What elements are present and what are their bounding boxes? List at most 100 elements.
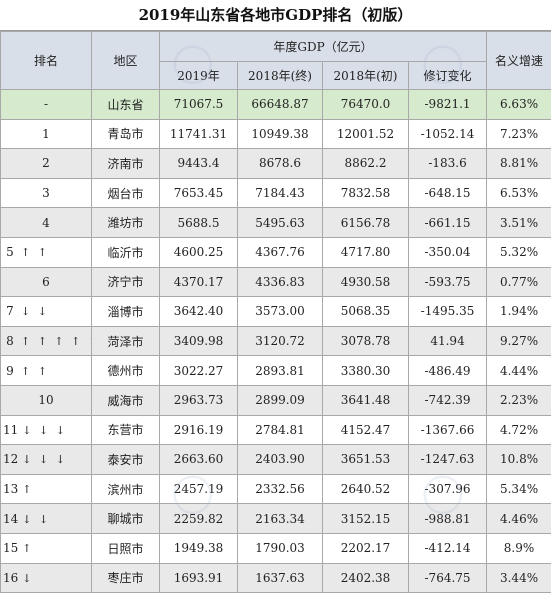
cell-revision: -1495.35 bbox=[407, 296, 488, 327]
cell-y2019: 4370.17 bbox=[159, 266, 238, 298]
province-total-row: - 山东省 71067.5 66648.87 76470.0 -9821.1 6.63% bbox=[0, 89, 551, 120]
cell-revision: -764.75 bbox=[407, 562, 488, 593]
cell-growth: 6.53% bbox=[486, 177, 551, 209]
rank-number: 7 bbox=[6, 304, 14, 319]
table-row: 15 ↑ 日照市 1949.38 1790.03 2202.17 -412.14 8.9% bbox=[0, 532, 551, 564]
cell-growth: 3.51% bbox=[486, 207, 551, 238]
cell-growth: 6.63% bbox=[486, 89, 551, 120]
cell-region: 烟台市 bbox=[91, 177, 160, 209]
table-row: 11 ↓ ↓ ↓ 东营市 2916.19 2784.81 4152.47 -1367.66 4… bbox=[0, 414, 551, 446]
cell-y2018-final: 8678.6 bbox=[237, 148, 323, 179]
table-row: 14 ↓ ↓ 聊城市 2259.82 2163.34 3152.15 -988.81 4.46… bbox=[0, 503, 551, 534]
cell-revision: -1367.66 bbox=[407, 414, 488, 446]
rank-number: 5 bbox=[6, 245, 14, 260]
cell-rank: 10 bbox=[0, 384, 92, 416]
cell-growth: 9.27% bbox=[486, 325, 551, 357]
cell-growth: 8.81% bbox=[486, 148, 551, 179]
header-2018-initial: 2018年(初) bbox=[322, 61, 409, 90]
cell-y2018-final: 2784.81 bbox=[237, 414, 323, 446]
rank-number: 16 bbox=[3, 570, 19, 585]
table-row: 16 ↓ 枣庄市 1693.91 1637.63 2402.38 -764.75 3.44% bbox=[0, 562, 551, 593]
cell-y2019: 11741.31 bbox=[159, 118, 238, 150]
cell-growth: 8.9% bbox=[486, 532, 551, 564]
cell-rank: 16 ↓ bbox=[0, 562, 92, 593]
cell-revision: -183.6 bbox=[407, 148, 488, 179]
cell-rank: 14 ↓ ↓ bbox=[0, 503, 92, 534]
cell-region: 青岛市 bbox=[91, 118, 160, 150]
cell-y2018-final: 4336.83 bbox=[237, 266, 323, 298]
cell-y2018-initial: 3078.78 bbox=[322, 325, 409, 357]
cell-y2018-initial: 6156.78 bbox=[322, 207, 409, 238]
table-row: 8 ↑ ↑ ↑ ↑ ↑ 菏泽市 3409.98 3120.72 3078.78 41.94 9… bbox=[0, 325, 551, 357]
cell-y2018-final: 66648.87 bbox=[237, 89, 323, 120]
cell-revision: -350.04 bbox=[407, 236, 488, 268]
cell-y2018-initial: 7832.58 bbox=[322, 177, 409, 209]
cell-rank: 15 ↑ bbox=[0, 532, 92, 564]
cell-region: 潍坊市 bbox=[91, 207, 160, 238]
header-region: 地区 bbox=[91, 31, 160, 90]
cell-region: 山东省 bbox=[91, 89, 160, 120]
table-row: 9 ↑ ↑ 德州市 3022.27 2893.81 3380.30 -486.49 4.44% bbox=[0, 355, 551, 386]
cell-rank: 12 ↓ ↓ ↓ bbox=[0, 444, 92, 475]
rank-number: 4 bbox=[42, 215, 50, 230]
cell-y2019: 4600.25 bbox=[159, 236, 238, 268]
cell-y2018-initial: 4717.80 bbox=[322, 236, 409, 268]
cell-y2018-final: 1790.03 bbox=[237, 532, 323, 564]
rank-number: 8 bbox=[6, 334, 14, 349]
cell-growth: 0.77% bbox=[486, 266, 551, 298]
cell-y2019: 5688.5 bbox=[159, 207, 238, 238]
cell-y2018-initial: 5068.35 bbox=[322, 296, 409, 327]
cell-y2018-final: 2332.56 bbox=[237, 473, 323, 505]
cell-growth: 5.32% bbox=[486, 236, 551, 268]
header-row-2: 2019年 2018年(终) 2018年(初) 修订变化 bbox=[1, 61, 551, 90]
cell-y2018-final: 5495.63 bbox=[237, 207, 323, 238]
cell-y2018-final: 2163.34 bbox=[237, 503, 323, 534]
cell-y2018-initial: 2402.38 bbox=[322, 562, 409, 593]
header-row-1: 排名 地区 年度GDP（亿元） 名义增速 bbox=[0, 31, 551, 90]
cell-y2019: 71067.5 bbox=[159, 89, 238, 120]
rank-number: 15 bbox=[3, 541, 19, 556]
cell-revision: -593.75 bbox=[407, 266, 488, 298]
cell-y2018-final: 2899.09 bbox=[237, 384, 323, 416]
cell-y2018-initial: 4152.47 bbox=[322, 414, 409, 446]
cell-revision: -9821.1 bbox=[407, 89, 488, 120]
cell-growth: 10.8% bbox=[486, 444, 551, 475]
cell-rank: 3 bbox=[0, 177, 92, 209]
cell-rank: 4 bbox=[0, 207, 92, 238]
table-row: 3 烟台市 7653.45 7184.43 7832.58 -648.15 6.53% bbox=[0, 177, 551, 209]
header-growth: 名义增速 bbox=[486, 31, 551, 90]
cell-region: 东营市 bbox=[91, 414, 160, 446]
rank-change-arrows: ↓ bbox=[22, 571, 34, 585]
table-row: 7 ↓ ↓ 淄博市 3642.40 3573.00 5068.35 -1495.35 1.94… bbox=[0, 296, 551, 327]
rank-number: 13 bbox=[3, 482, 19, 497]
rank-change-arrows: ↑ bbox=[22, 483, 34, 497]
rank-change-arrows: ↓ ↓ ↓ bbox=[22, 453, 67, 467]
cell-y2018-initial: 8862.2 bbox=[322, 148, 409, 179]
cell-y2019: 2259.82 bbox=[159, 503, 238, 534]
cell-revision: -486.49 bbox=[407, 355, 488, 386]
cell-y2019: 7653.45 bbox=[159, 177, 238, 209]
table-row: 5 ↑ ↑ 临沂市 4600.25 4367.76 4717.80 -350.04 5.32% bbox=[0, 236, 551, 268]
rank-change-arrows: ↓ ↓ ↓ bbox=[22, 423, 67, 437]
header-revision: 修订变化 bbox=[407, 61, 488, 90]
header-2018-final: 2018年(终) bbox=[237, 61, 323, 90]
rank-number: 10 bbox=[38, 393, 54, 408]
cell-y2018-initial: 4930.58 bbox=[322, 266, 409, 298]
table-row: 2 济南市 9443.4 8678.6 8862.2 -183.6 8.81% bbox=[0, 148, 551, 179]
cell-region: 泰安市 bbox=[91, 444, 160, 475]
cell-y2019: 1693.91 bbox=[159, 562, 238, 593]
rank-change-arrows: ↑ ↑ bbox=[21, 246, 49, 260]
cell-rank: 6 bbox=[0, 266, 92, 298]
cell-region: 滨州市 bbox=[91, 473, 160, 505]
gdp-ranking-table: 排名 地区 年度GDP（亿元） 名义增速 2019年 2018年(终) 2018… bbox=[0, 31, 551, 593]
header-gdp-group: 年度GDP（亿元） bbox=[158, 31, 488, 62]
cell-y2019: 3409.98 bbox=[159, 325, 238, 357]
rank-number: - bbox=[43, 97, 49, 112]
cell-revision: -988.81 bbox=[407, 503, 488, 534]
cell-region: 临沂市 bbox=[91, 236, 160, 268]
cell-rank: 13 ↑ bbox=[0, 473, 92, 505]
table-row: 12 ↓ ↓ ↓ 泰安市 2663.60 2403.90 3651.53 -1247.63 1… bbox=[0, 444, 551, 475]
table-row: 6 济宁市 4370.17 4336.83 4930.58 -593.75 0.77% bbox=[0, 266, 551, 298]
cell-y2019: 2916.19 bbox=[159, 414, 238, 446]
cell-revision: -648.15 bbox=[407, 177, 488, 209]
